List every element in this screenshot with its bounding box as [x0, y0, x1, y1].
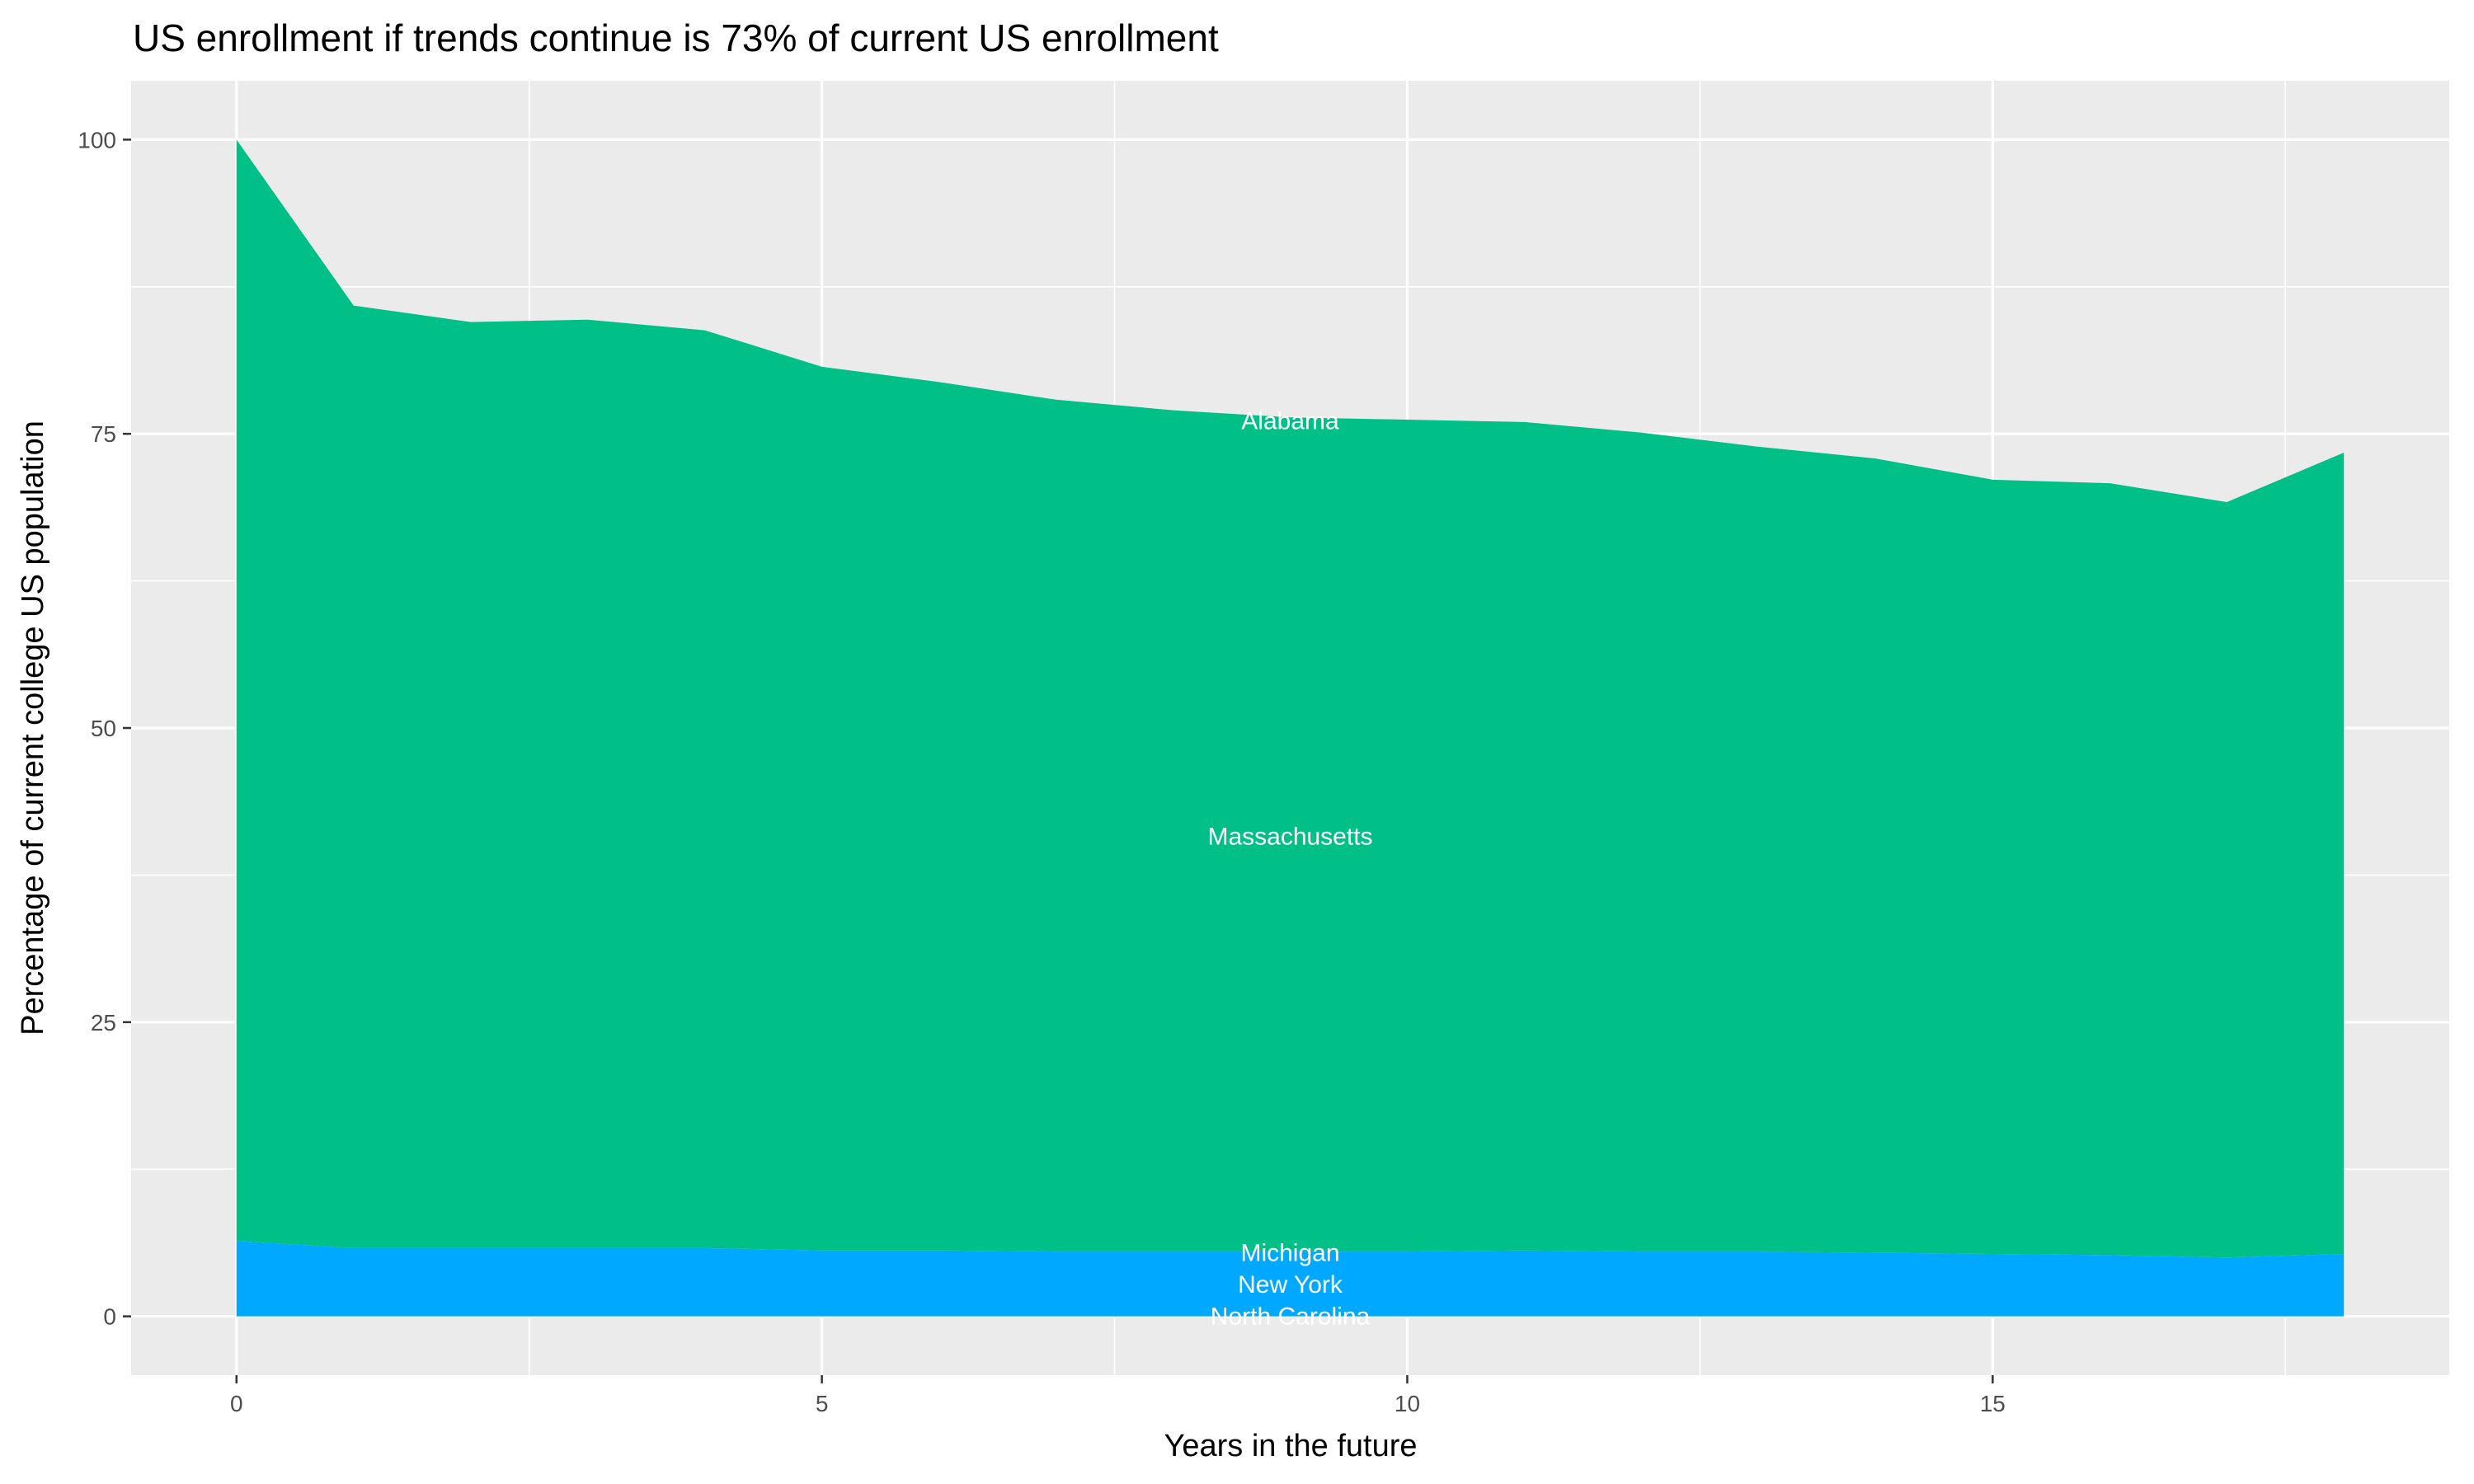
y-tick-label: 0: [103, 1304, 116, 1330]
area-labels: Alabama Massachusetts Michigan New York Nort…: [1207, 407, 1372, 1330]
chart-title: US enrollment if trends continue is 73% …: [133, 16, 1219, 59]
y-tick-label: 25: [91, 1010, 116, 1036]
y-tick-label: 50: [91, 716, 116, 741]
x-tick-label: 5: [816, 1391, 829, 1416]
x-axis-title: Years in the future: [1164, 1429, 1417, 1463]
area-series-0: [236, 1241, 2345, 1317]
area-label: New York: [1238, 1271, 1343, 1298]
areas: [236, 139, 2345, 1317]
x-tick-label: 15: [1980, 1391, 2006, 1416]
area-label: Alabama: [1241, 407, 1339, 434]
area-series-1: [236, 139, 2345, 1258]
area-label: Michigan: [1240, 1240, 1339, 1267]
y-axis-title: Percentage of current college US populat…: [16, 420, 50, 1036]
area-label: Massachusetts: [1207, 823, 1372, 850]
y-tick-label: 100: [78, 127, 116, 153]
x-tick-label: 10: [1395, 1391, 1420, 1416]
y-tick-label: 75: [91, 421, 116, 447]
area-label: North Carolina: [1211, 1303, 1371, 1331]
x-tick-label: 0: [230, 1391, 243, 1416]
axes: 0 5 10 15 0 25 50 75 100: [78, 127, 2006, 1416]
